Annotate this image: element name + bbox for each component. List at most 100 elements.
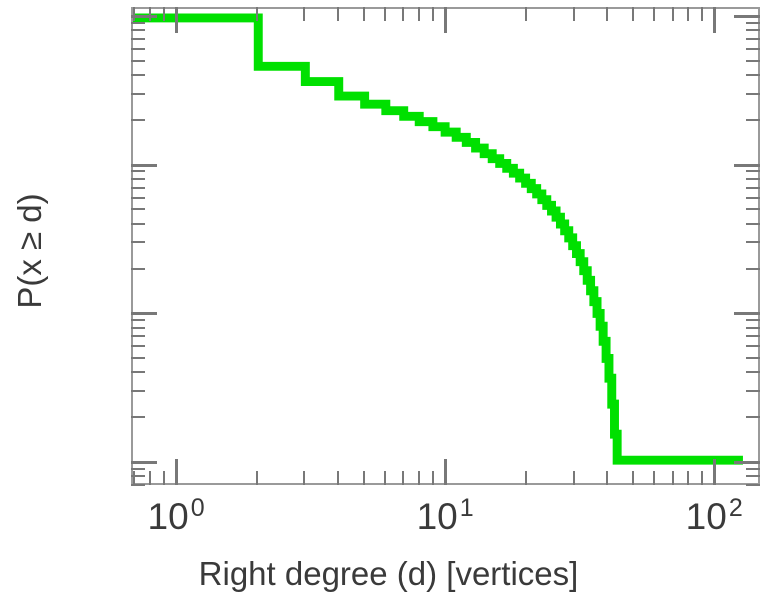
data-series-layer <box>133 13 743 465</box>
axis-tick-mark <box>734 460 760 464</box>
axis-tick-mark <box>131 326 145 329</box>
x-tick-mantissa: 10 <box>416 496 458 537</box>
axis-tick-mark <box>131 21 145 24</box>
axis-tick-mark <box>131 170 145 173</box>
axis-tick-mark <box>418 7 421 21</box>
axis-tick-mark <box>131 92 145 95</box>
axis-tick-mark <box>431 471 434 485</box>
axis-tick-mark <box>746 178 760 181</box>
axis-tick-mark <box>713 7 717 33</box>
axis-tick-mark <box>606 471 609 485</box>
axis-tick-mark <box>131 460 157 464</box>
axis-tick-mark <box>131 29 145 32</box>
axis-tick-mark <box>687 7 690 21</box>
axis-tick-mark <box>606 7 609 21</box>
axis-tick-mark <box>746 484 760 486</box>
axis-tick-mark <box>162 7 165 21</box>
axis-tick-mark <box>746 196 760 199</box>
axis-tick-mark <box>653 471 656 485</box>
axis-tick-mark <box>746 92 760 95</box>
axis-tick-mark <box>256 7 259 21</box>
axis-tick-mark <box>384 471 387 485</box>
axis-tick-mark <box>746 467 760 470</box>
axis-tick-mark <box>303 471 306 485</box>
axis-tick-mark <box>148 7 151 21</box>
axis-tick-mark <box>734 312 760 316</box>
axis-tick-mark <box>746 326 760 329</box>
axis-tick-mark <box>746 371 760 374</box>
axis-tick-mark <box>131 312 157 316</box>
axis-tick-mark <box>713 459 717 485</box>
axis-tick-mark <box>131 371 145 374</box>
axis-tick-mark <box>746 267 760 270</box>
axis-tick-mark <box>734 163 760 167</box>
axis-tick-mark <box>256 471 259 485</box>
axis-tick-mark <box>131 390 145 393</box>
axis-tick-mark <box>746 21 760 24</box>
axis-tick-mark <box>131 48 145 50</box>
axis-tick-mark <box>746 208 760 211</box>
axis-tick-mark <box>746 345 760 348</box>
axis-tick-mark <box>572 7 575 21</box>
x-tick-label: 100 <box>116 495 236 535</box>
axis-tick-mark <box>131 335 145 338</box>
axis-tick-mark <box>162 471 165 485</box>
axis-tick-mark <box>148 471 151 485</box>
axis-tick-mark <box>746 416 760 419</box>
axis-tick-mark <box>746 222 760 225</box>
plot-area <box>131 7 760 485</box>
axis-tick-mark <box>337 7 340 21</box>
axis-tick-mark <box>133 7 136 21</box>
axis-tick-mark <box>363 7 366 21</box>
axis-tick-mark <box>131 357 145 360</box>
axis-tick-mark <box>746 118 760 121</box>
axis-tick-mark <box>671 471 674 485</box>
axis-tick-mark <box>444 459 448 485</box>
x-tick-exponent: 2 <box>728 493 743 522</box>
axis-tick-mark <box>653 7 656 21</box>
axis-tick-mark <box>746 390 760 393</box>
x-tick-exponent: 0 <box>190 493 205 522</box>
axis-tick-mark <box>418 471 421 485</box>
axis-tick-mark <box>746 186 760 189</box>
axis-tick-mark <box>431 7 434 21</box>
axis-tick-mark <box>632 7 635 21</box>
ccdf-step-line <box>133 13 743 465</box>
axis-tick-mark <box>746 335 760 338</box>
axis-tick-mark <box>671 7 674 21</box>
axis-tick-mark <box>632 471 635 485</box>
axis-tick-mark <box>746 241 760 244</box>
axis-tick-mark <box>746 170 760 173</box>
axis-tick-mark <box>131 163 157 167</box>
axis-tick-mark <box>746 48 760 50</box>
axis-tick-mark <box>131 222 145 225</box>
axis-tick-mark <box>131 186 145 189</box>
x-tick-label: 102 <box>654 495 774 537</box>
axis-tick-mark <box>746 74 760 77</box>
axis-tick-mark <box>572 471 575 485</box>
axis-tick-mark <box>131 241 145 244</box>
x-axis-title: Right degree (d) [vertices] <box>198 555 579 592</box>
axis-tick-mark <box>746 357 760 360</box>
axis-tick-mark <box>746 319 760 322</box>
axis-tick-mark <box>402 471 405 485</box>
axis-tick-mark <box>525 7 528 21</box>
x-tick-mantissa: 10 <box>685 496 727 537</box>
axis-tick-mark <box>131 416 145 419</box>
axis-tick-mark <box>131 467 145 470</box>
axis-tick-mark <box>402 7 405 21</box>
axis-tick-mark <box>525 471 528 485</box>
axis-tick-mark <box>175 7 179 33</box>
axis-tick-mark <box>746 59 760 62</box>
axis-tick-mark <box>131 208 145 211</box>
axis-tick-mark <box>687 471 690 485</box>
axis-tick-mark <box>133 471 136 485</box>
axis-tick-mark <box>131 118 145 121</box>
axis-tick-mark <box>131 74 145 77</box>
axis-tick-mark <box>444 7 448 33</box>
axis-tick-mark <box>131 484 145 486</box>
axis-tick-mark <box>175 459 179 485</box>
axis-tick-mark <box>131 475 145 478</box>
axis-tick-mark <box>746 38 760 41</box>
